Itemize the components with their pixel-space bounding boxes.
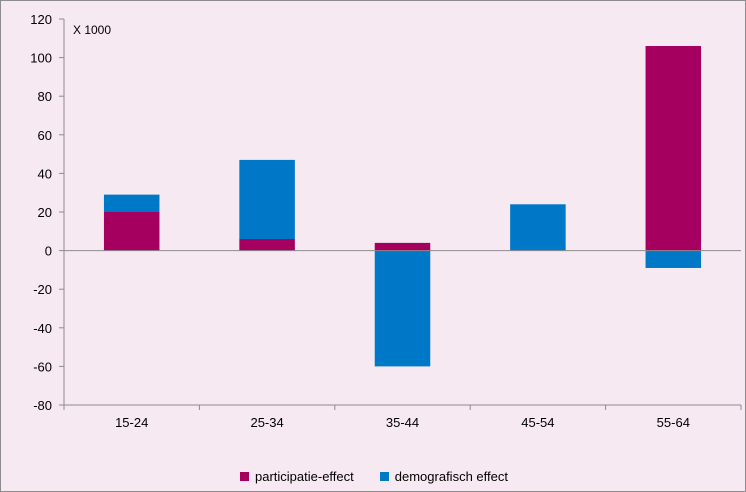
bar-demografisch-effect-25-34	[239, 159, 295, 240]
y-tick-label: 120	[30, 12, 52, 27]
y-tick-label: 20	[38, 205, 52, 220]
legend-swatch	[379, 472, 389, 481]
unit-label: X 1000	[73, 23, 111, 37]
x-axis: 15-24 25-34 35-44 45-54 55-64	[63, 250, 742, 430]
y-tick-label: 40	[38, 166, 52, 181]
bar-participatie-effect-25-34	[239, 239, 295, 251]
x-tick-label: 25-34	[250, 415, 283, 430]
x-tick-label: 15-24	[115, 415, 148, 430]
bar-demografisch-effect-55-64	[645, 250, 702, 268]
y-tick-label: -20	[33, 282, 52, 297]
y-tick-label: -60	[33, 359, 52, 374]
bar-demografisch-effect-35-44	[374, 250, 431, 367]
y-tick-label: -40	[33, 321, 52, 336]
x-tick-label: 45-54	[521, 415, 554, 430]
legend-swatch	[240, 472, 249, 481]
bar-demografisch-effect-45-54	[510, 204, 566, 251]
legend-label: demografisch effect	[394, 469, 508, 484]
y-tick-label: 60	[38, 128, 52, 143]
y-tick-label: 80	[38, 89, 52, 104]
legend-item: demografisch effect	[379, 469, 508, 484]
y-tick-label: -80	[33, 398, 52, 413]
legend-label: participatie-effect	[255, 469, 354, 484]
bar-participatie-effect-35-44	[374, 242, 431, 251]
y-tick-label: 100	[30, 51, 52, 66]
bars	[103, 46, 702, 367]
stacked-bar-chart: -80 -60 -40 -20 0 20 40 60 80 100 120 15-24 25-34 35…	[30, 12, 742, 430]
x-tick-label: 35-44	[386, 415, 419, 430]
legend: participatie-effect demografisch effect	[1, 469, 746, 484]
bar-demografisch-effect-15-24	[103, 194, 160, 212]
bar-participatie-effect-15-24	[103, 212, 160, 251]
bar-participatie-effect-55-64	[645, 46, 702, 251]
x-tick-label: 55-64	[657, 415, 690, 430]
y-axis: -80 -60 -40 -20 0 20 40 60 80 100 120	[30, 12, 65, 413]
legend-item: participatie-effect	[240, 469, 354, 484]
y-tick-label: 0	[45, 244, 52, 259]
